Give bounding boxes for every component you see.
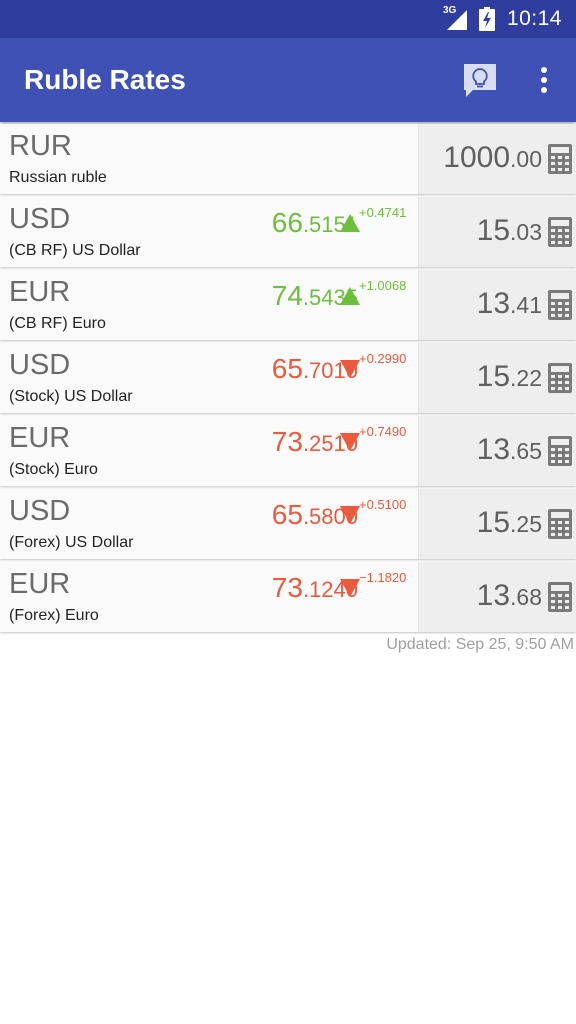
amount-value: 15.03 (477, 214, 542, 248)
amount-int: 13 (476, 579, 511, 612)
arrow-down-icon (340, 433, 360, 451)
currency-name: (Stock) US Dollar (9, 388, 133, 405)
currency-info: RUR Russian ruble (0, 124, 419, 194)
rate-change: +0.2990 (359, 351, 407, 366)
currency-code: USD (9, 495, 71, 527)
currency-info: USD (Stock) US Dollar 65.7010 +0.2990 (0, 343, 419, 413)
currency-code: EUR (9, 422, 71, 454)
calculator-icon[interactable] (548, 363, 572, 393)
signal-icon: 3G (442, 5, 469, 32)
amount-dec: .68 (510, 584, 542, 610)
calculator-icon[interactable] (548, 582, 572, 612)
amount-int: 13 (476, 287, 511, 320)
calculator-icon[interactable] (548, 509, 572, 539)
arrow-down-icon (340, 360, 360, 378)
amount-int: 13 (476, 433, 511, 466)
currency-code: USD (9, 203, 71, 235)
rate-int: 73 (271, 426, 303, 457)
rate-int: 73 (271, 572, 303, 603)
amount-cell[interactable]: 15.22 (419, 343, 576, 413)
amount-cell[interactable]: 13.65 (419, 416, 576, 486)
calculator-icon[interactable] (548, 436, 572, 466)
amount-int: 15 (476, 360, 511, 393)
currency-name: (Forex) Euro (9, 607, 99, 624)
currency-name: (CB RF) Euro (9, 315, 106, 332)
app-bar: Ruble Rates (0, 38, 576, 122)
currency-code: EUR (9, 276, 71, 308)
amount-cell[interactable]: 13.68 (419, 562, 576, 632)
base-currency-row[interactable]: RUR Russian ruble 1000.00 (0, 124, 576, 194)
amount-value: 13.68 (477, 579, 542, 613)
amount-value: 13.41 (477, 287, 542, 321)
amount-value: 1000.00 (443, 141, 542, 175)
currency-info: EUR (CB RF) Euro 74.5435 +1.0068 (0, 270, 419, 340)
currency-name: Russian ruble (9, 169, 107, 186)
rate-change: +0.4741 (359, 205, 407, 220)
amount-cell[interactable]: 15.25 (419, 489, 576, 559)
amount-cell[interactable]: 1000.00 (419, 124, 576, 194)
lightbulb-icon (464, 64, 496, 97)
amount-dec: .25 (510, 511, 542, 537)
rate-row[interactable]: USD (CB RF) US Dollar 66.5151 +0.4741 15… (0, 197, 576, 267)
amount-value: 15.22 (477, 360, 542, 394)
rate-change: +0.5100 (359, 497, 407, 512)
rate-change: +1.0068 (359, 278, 407, 293)
amount-value: 15.25 (477, 506, 542, 540)
more-options-button[interactable] (520, 56, 568, 104)
more-vert-icon (541, 67, 547, 93)
rate-row[interactable]: EUR (Forex) Euro 73.1240 −1.1820 13.68 (0, 562, 576, 632)
currency-code: USD (9, 349, 71, 381)
calculator-icon[interactable] (548, 217, 572, 247)
arrow-down-icon (340, 579, 360, 597)
amount-int: 1000 (443, 141, 511, 174)
currency-name: (Stock) Euro (9, 461, 98, 478)
rate-row[interactable]: EUR (CB RF) Euro 74.5435 +1.0068 13.41 (0, 270, 576, 340)
arrow-up-icon (340, 214, 360, 232)
amount-dec: .65 (510, 438, 542, 464)
amount-dec: .41 (510, 292, 542, 318)
updated-timestamp: Updated: Sep 25, 9:50 AM (386, 636, 574, 653)
rate-row[interactable]: USD (Stock) US Dollar 65.7010 +0.2990 15… (0, 343, 576, 413)
amount-cell[interactable]: 15.03 (419, 197, 576, 267)
currency-info: USD (CB RF) US Dollar 66.5151 +0.4741 (0, 197, 419, 267)
amount-dec: .03 (510, 219, 542, 245)
rate-int: 65 (271, 499, 303, 530)
currency-name: (Forex) US Dollar (9, 534, 134, 551)
amount-dec: .22 (510, 365, 542, 391)
currency-code: EUR (9, 568, 71, 600)
network-type-label: 3G (442, 5, 457, 16)
exchange-rate: 66.5151 (272, 207, 358, 239)
calculator-icon[interactable] (548, 290, 572, 320)
currency-info: USD (Forex) US Dollar 65.5800 +0.5100 (0, 489, 419, 559)
amount-int: 15 (476, 214, 511, 247)
arrow-up-icon (340, 287, 360, 305)
tips-button[interactable] (456, 56, 504, 104)
status-time: 10:14 (506, 7, 562, 30)
rate-row[interactable]: EUR (Stock) Euro 73.2510 +0.7490 13.65 (0, 416, 576, 486)
exchange-rate: 73.1240 (272, 572, 358, 604)
rate-change: +0.7490 (359, 424, 407, 439)
amount-dec: .00 (510, 146, 542, 172)
app-title: Ruble Rates (24, 64, 186, 95)
amount-cell[interactable]: 13.41 (419, 270, 576, 340)
currency-info: EUR (Stock) Euro 73.2510 +0.7490 (0, 416, 419, 486)
currency-info: EUR (Forex) Euro 73.1240 −1.1820 (0, 562, 419, 632)
rate-int: 66 (271, 207, 303, 238)
currency-code: RUR (9, 130, 72, 162)
rate-int: 74 (271, 280, 303, 311)
calculator-icon[interactable] (548, 144, 572, 174)
amount-int: 15 (476, 506, 511, 539)
rate-change: −1.1820 (359, 570, 407, 585)
currency-name: (CB RF) US Dollar (9, 242, 141, 259)
rate-row[interactable]: USD (Forex) US Dollar 65.5800 +0.5100 15… (0, 489, 576, 559)
amount-value: 13.65 (477, 433, 542, 467)
battery-charging-icon (478, 7, 495, 31)
rates-list: RUR Russian ruble 1000.00 USD (CB RF) US… (0, 124, 576, 635)
arrow-down-icon (340, 506, 360, 524)
status-bar: 3G 10:14 (0, 0, 576, 38)
rate-int: 65 (271, 353, 303, 384)
